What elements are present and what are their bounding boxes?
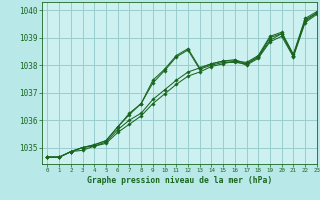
X-axis label: Graphe pression niveau de la mer (hPa): Graphe pression niveau de la mer (hPa) bbox=[87, 176, 272, 185]
